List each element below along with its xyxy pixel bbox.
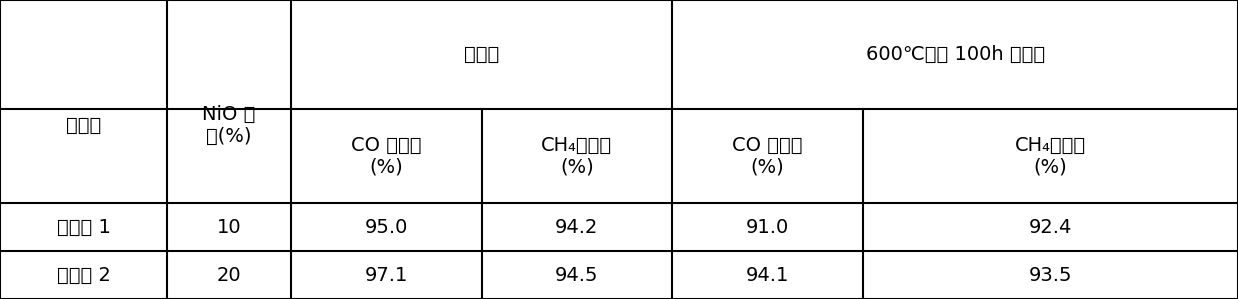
Text: 94.5: 94.5 [555,266,599,285]
Text: CO 转化率
(%): CO 转化率 (%) [733,136,802,177]
Text: CO 转化率
(%): CO 转化率 (%) [352,136,421,177]
Text: 97.1: 97.1 [364,266,409,285]
Text: 10: 10 [217,218,241,237]
Text: 93.5: 93.5 [1029,266,1072,285]
Text: 样品号: 样品号 [66,116,102,135]
Text: 初活性: 初活性 [464,45,499,64]
Text: CH₄选择性
(%): CH₄选择性 (%) [541,136,613,177]
Text: 600℃耐热 100h 后活性: 600℃耐热 100h 后活性 [865,45,1045,64]
Text: 实施例 2: 实施例 2 [57,266,110,285]
Text: 20: 20 [217,266,241,285]
Text: 94.2: 94.2 [555,218,599,237]
Text: 实施例 1: 实施例 1 [57,218,110,237]
Text: 95.0: 95.0 [364,218,409,237]
Text: 92.4: 92.4 [1029,218,1072,237]
Text: CH₄选择性
(%): CH₄选择性 (%) [1015,136,1086,177]
Text: 91.0: 91.0 [747,218,789,237]
Text: 94.1: 94.1 [745,266,790,285]
Text: NiO 含
量(%): NiO 含 量(%) [202,105,256,146]
